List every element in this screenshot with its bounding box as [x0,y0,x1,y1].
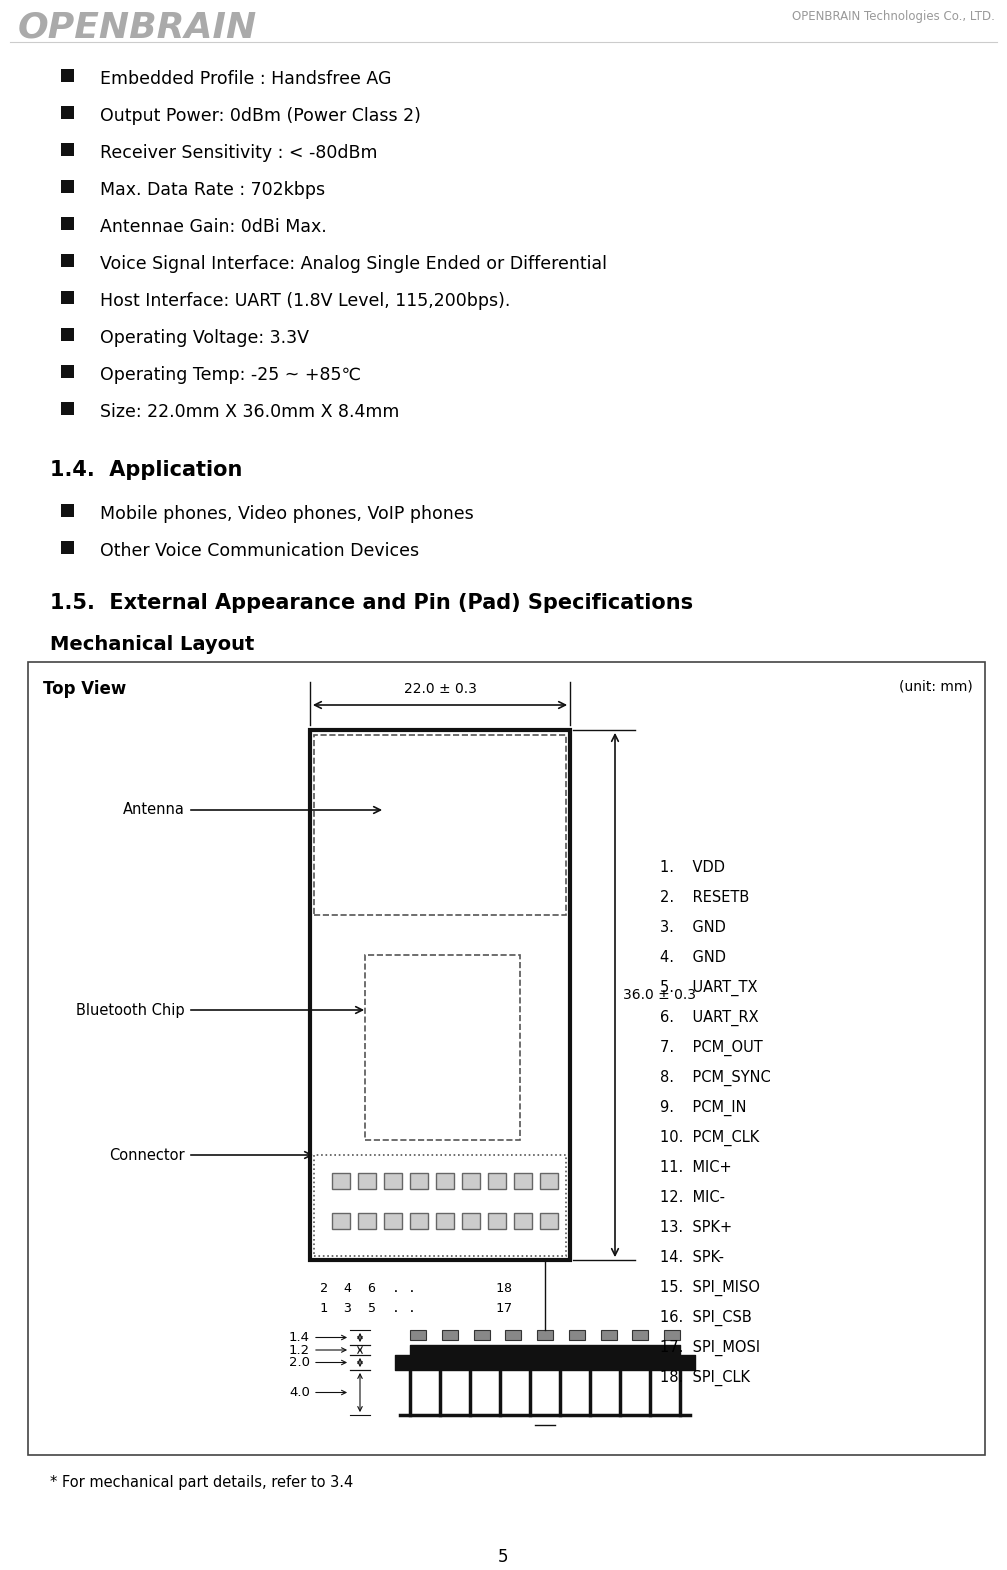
Bar [462,1173,480,1188]
Bar [61,254,74,267]
Bar [358,1173,376,1188]
Bar [61,542,74,554]
Bar [332,1173,350,1188]
Text: Embedded Profile : Handsfree AG: Embedded Profile : Handsfree AG [100,71,392,88]
Text: 22.0 ± 0.3: 22.0 ± 0.3 [404,681,476,696]
Text: 12.  MIC-: 12. MIC- [660,1190,725,1206]
Bar [506,1330,522,1341]
Text: 2.0: 2.0 [289,1356,310,1369]
Text: Mobile phones, Video phones, VoIP phones: Mobile phones, Video phones, VoIP phones [100,506,473,523]
Text: (unit: mm): (unit: mm) [899,680,973,694]
Bar [332,1214,350,1229]
Text: 1.5.  External Appearance and Pin (Pad) Specifications: 1.5. External Appearance and Pin (Pad) S… [50,593,693,612]
Bar [61,402,74,414]
Text: 18.  SPI_CLK: 18. SPI_CLK [660,1371,750,1386]
Bar [488,1214,506,1229]
Text: 1.    VDD: 1. VDD [660,860,725,874]
Text: Mechanical Layout: Mechanical Layout [50,634,255,655]
Text: 15.  SPI_MISO: 15. SPI_MISO [660,1280,760,1297]
Bar [540,1214,558,1229]
Bar [410,1330,426,1341]
Bar [61,181,74,193]
Text: Voice Signal Interface: Analog Single Ended or Differential: Voice Signal Interface: Analog Single En… [100,254,607,273]
Text: Bluetooth Chip: Bluetooth Chip [77,1003,185,1017]
Text: 36.0 ± 0.3: 36.0 ± 0.3 [623,988,696,1002]
Text: 9.    PCM_IN: 9. PCM_IN [660,1101,746,1116]
Bar [514,1214,532,1229]
Text: 2  4  6  . .          18: 2 4 6 . . 18 [320,1283,512,1295]
Text: 16.  SPI_CSB: 16. SPI_CSB [660,1309,752,1327]
Bar [28,663,985,1455]
Bar [384,1173,402,1188]
Text: 10.  PCM_CLK: 10. PCM_CLK [660,1130,759,1146]
Bar [488,1173,506,1188]
Bar [410,1173,428,1188]
Bar [442,1330,458,1341]
Text: 14.  SPK-: 14. SPK- [660,1250,724,1265]
Text: Max. Data Rate : 702kbps: Max. Data Rate : 702kbps [100,181,325,199]
Text: OPENBRAIN Technologies Co., LTD.: OPENBRAIN Technologies Co., LTD. [793,9,995,24]
Bar [600,1330,616,1341]
Text: Antennae Gain: 0dBi Max.: Antennae Gain: 0dBi Max. [100,218,326,236]
Text: Output Power: 0dBm (Power Class 2): Output Power: 0dBm (Power Class 2) [100,107,421,126]
Bar [314,735,566,915]
Text: 3.    GND: 3. GND [660,920,726,936]
Bar [61,290,74,305]
Text: OPENBRAIN: OPENBRAIN [18,9,257,44]
Text: Operating Voltage: 3.3V: Operating Voltage: 3.3V [100,330,309,347]
Bar [540,1173,558,1188]
Text: 17.  SPI_MOSI: 17. SPI_MOSI [660,1341,760,1356]
Bar [61,364,74,378]
Bar [436,1214,454,1229]
Text: 8.    PCM_SYNC: 8. PCM_SYNC [660,1071,770,1086]
Bar [61,143,74,155]
Bar [358,1214,376,1229]
Text: 5: 5 [497,1548,509,1565]
Bar [569,1330,585,1341]
Text: Host Interface: UART (1.8V Level, 115,200bps).: Host Interface: UART (1.8V Level, 115,20… [100,292,511,309]
Bar [61,217,74,229]
Text: 1.4.  Application: 1.4. Application [50,460,243,480]
Bar [473,1330,489,1341]
Text: Antenna: Antenna [123,802,185,818]
Bar [314,1156,566,1256]
Bar [537,1330,553,1341]
Bar [410,1214,428,1229]
Text: 4.0: 4.0 [289,1386,310,1399]
Text: 13.  SPK+: 13. SPK+ [660,1220,732,1236]
Bar [436,1173,454,1188]
Text: 6.    UART_RX: 6. UART_RX [660,1010,758,1027]
Bar [514,1173,532,1188]
Bar [61,328,74,341]
Text: 1.4: 1.4 [289,1331,310,1344]
Text: Operating Temp: -25 ~ +85℃: Operating Temp: -25 ~ +85℃ [100,366,361,385]
Bar [632,1330,649,1341]
Text: 1.2: 1.2 [289,1344,310,1356]
Text: 4.    GND: 4. GND [660,950,726,966]
Text: Size: 22.0mm X 36.0mm X 8.4mm: Size: 22.0mm X 36.0mm X 8.4mm [100,403,400,421]
Text: 11.  MIC+: 11. MIC+ [660,1160,732,1174]
Text: Receiver Sensitivity : < -80dBm: Receiver Sensitivity : < -80dBm [100,144,378,162]
Bar [384,1214,402,1229]
Text: * For mechanical part details, refer to 3.4: * For mechanical part details, refer to … [50,1474,353,1490]
Bar [61,69,74,82]
Text: Connector: Connector [110,1148,185,1162]
Text: Top View: Top View [43,680,126,699]
Bar [365,955,520,1140]
Bar [462,1214,480,1229]
Text: 1  3  5  . .          17: 1 3 5 . . 17 [320,1302,512,1316]
Text: 5.    UART_TX: 5. UART_TX [660,980,757,997]
Text: Other Voice Communication Devices: Other Voice Communication Devices [100,542,419,560]
Bar [61,504,74,517]
Bar [664,1330,680,1341]
Text: 2.    RESETB: 2. RESETB [660,890,749,904]
Bar [310,730,570,1261]
Text: 7.    PCM_OUT: 7. PCM_OUT [660,1039,762,1057]
Bar [61,107,74,119]
